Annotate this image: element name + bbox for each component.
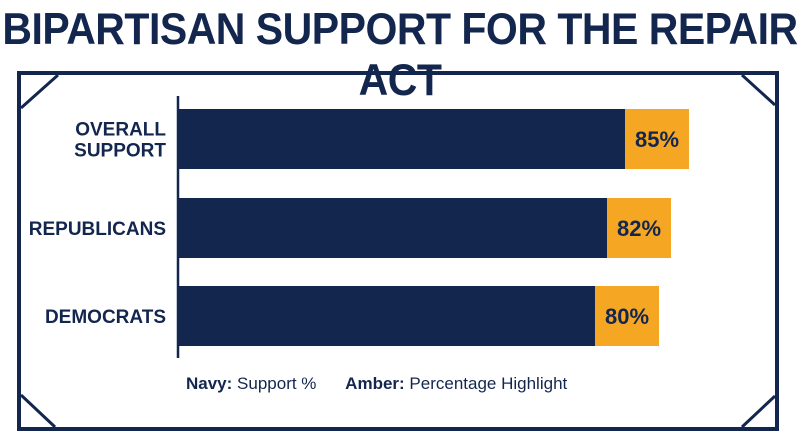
bar-highlight-democrats — [595, 286, 659, 346]
bar-republicans — [179, 198, 607, 258]
legend-item-amber: Amber: Percentage Highlight — [345, 374, 568, 393]
bar-democrats — [179, 286, 595, 346]
category-label: OVERALL SUPPORT — [74, 120, 166, 162]
category-label: REPUBLICANS — [29, 219, 166, 240]
legend-item-navy: Navy: Support % — [186, 374, 317, 393]
chart-title: BIPARTISAN SUPPORT FOR THE REPAIR ACT — [2, 4, 798, 105]
bar-highlight-overall-support — [625, 109, 689, 169]
data-label: 85% — [635, 127, 679, 152]
data-label: 82% — [617, 216, 661, 241]
data-label: 80% — [605, 304, 649, 329]
chart-frame — [17, 71, 779, 431]
bar-highlight-republicans — [607, 198, 671, 258]
bar-overall-support — [179, 109, 625, 169]
corner-decorations — [19, 73, 777, 429]
legend: Navy: Support % Amber: Percentage Highli… — [186, 374, 591, 394]
category-label: DEMOCRATS — [45, 307, 166, 328]
